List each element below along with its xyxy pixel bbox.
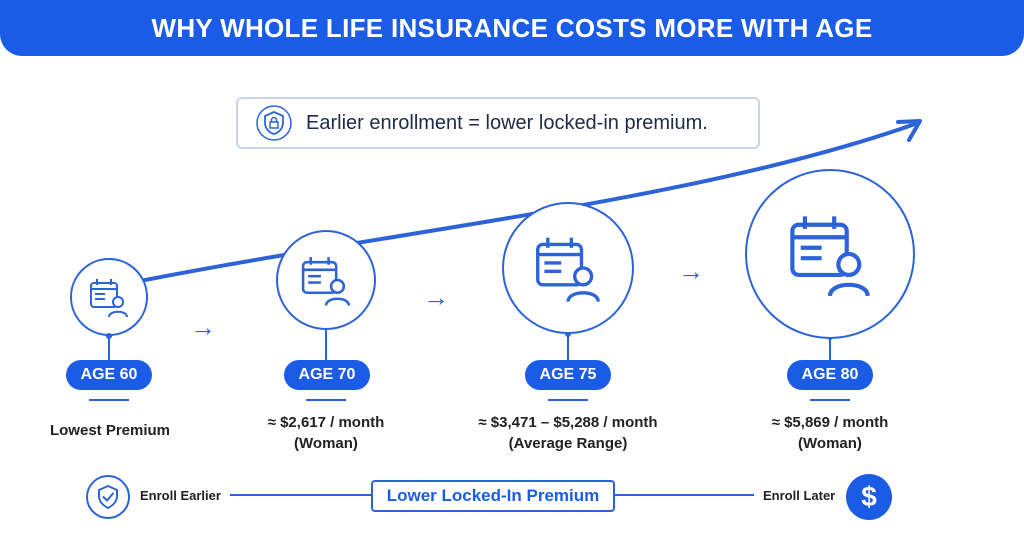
age-pill: AGE 70 xyxy=(284,360,370,390)
dollar-glyph: $ xyxy=(861,481,877,512)
scale-line-left xyxy=(230,494,371,496)
age-60-circle xyxy=(70,258,148,336)
calendar-person-icon xyxy=(90,279,128,318)
divider xyxy=(810,399,850,401)
enroll-earlier-label: Enroll Earlier xyxy=(140,488,221,503)
callout-text: Earlier enrollment = lower locked-in pre… xyxy=(306,111,708,134)
scale-center-label: Lower Locked-In Premium xyxy=(386,486,600,505)
age-pill: AGE 75 xyxy=(525,360,611,390)
calendar-person-icon xyxy=(536,237,600,303)
shield-lock-icon xyxy=(256,105,292,141)
scale-center-box: Lower Locked-In Premium xyxy=(371,480,615,512)
header-banner: WHY WHOLE LIFE INSURANCE COSTS MORE WITH… xyxy=(0,0,1024,56)
calendar-person-icon xyxy=(790,216,870,297)
stage-detail-line2: (Average Range) xyxy=(508,435,628,452)
page-title: WHY WHOLE LIFE INSURANCE COSTS MORE WITH… xyxy=(151,12,873,43)
age-pill: AGE 60 xyxy=(66,360,152,390)
calendar-person-icon xyxy=(301,257,351,306)
stage-detail-line1: Lowest Premium xyxy=(49,422,171,439)
stage-detail-line1: ≈ $5,869 / month xyxy=(771,414,889,431)
age-80-circle xyxy=(745,169,915,339)
enroll-later-label: Enroll Later xyxy=(763,488,836,503)
age-pill: AGE 80 xyxy=(787,360,873,390)
age-75-circle xyxy=(502,202,634,334)
divider xyxy=(306,399,346,401)
stage-detail-line1: ≈ $3,471 – $5,288 / month xyxy=(478,414,658,431)
right-arrow-icon: → xyxy=(678,256,704,286)
stage-detail-line2: (Woman) xyxy=(798,435,862,452)
right-arrow-icon: → xyxy=(190,312,216,342)
age-70-circle xyxy=(276,230,376,330)
shield-check-icon xyxy=(98,485,118,509)
callout-box: Earlier enrollment = lower locked-in pre… xyxy=(236,97,760,149)
scale-line-right xyxy=(615,494,754,496)
shield-check-badge xyxy=(86,475,130,519)
right-arrow-icon: → xyxy=(423,282,449,312)
divider xyxy=(89,399,129,401)
stage-detail-line2: (Woman) xyxy=(294,435,358,452)
dollar-icon: $ xyxy=(846,474,892,520)
stage-detail-line1: ≈ $2,617 / month xyxy=(267,414,385,431)
divider xyxy=(548,399,588,401)
